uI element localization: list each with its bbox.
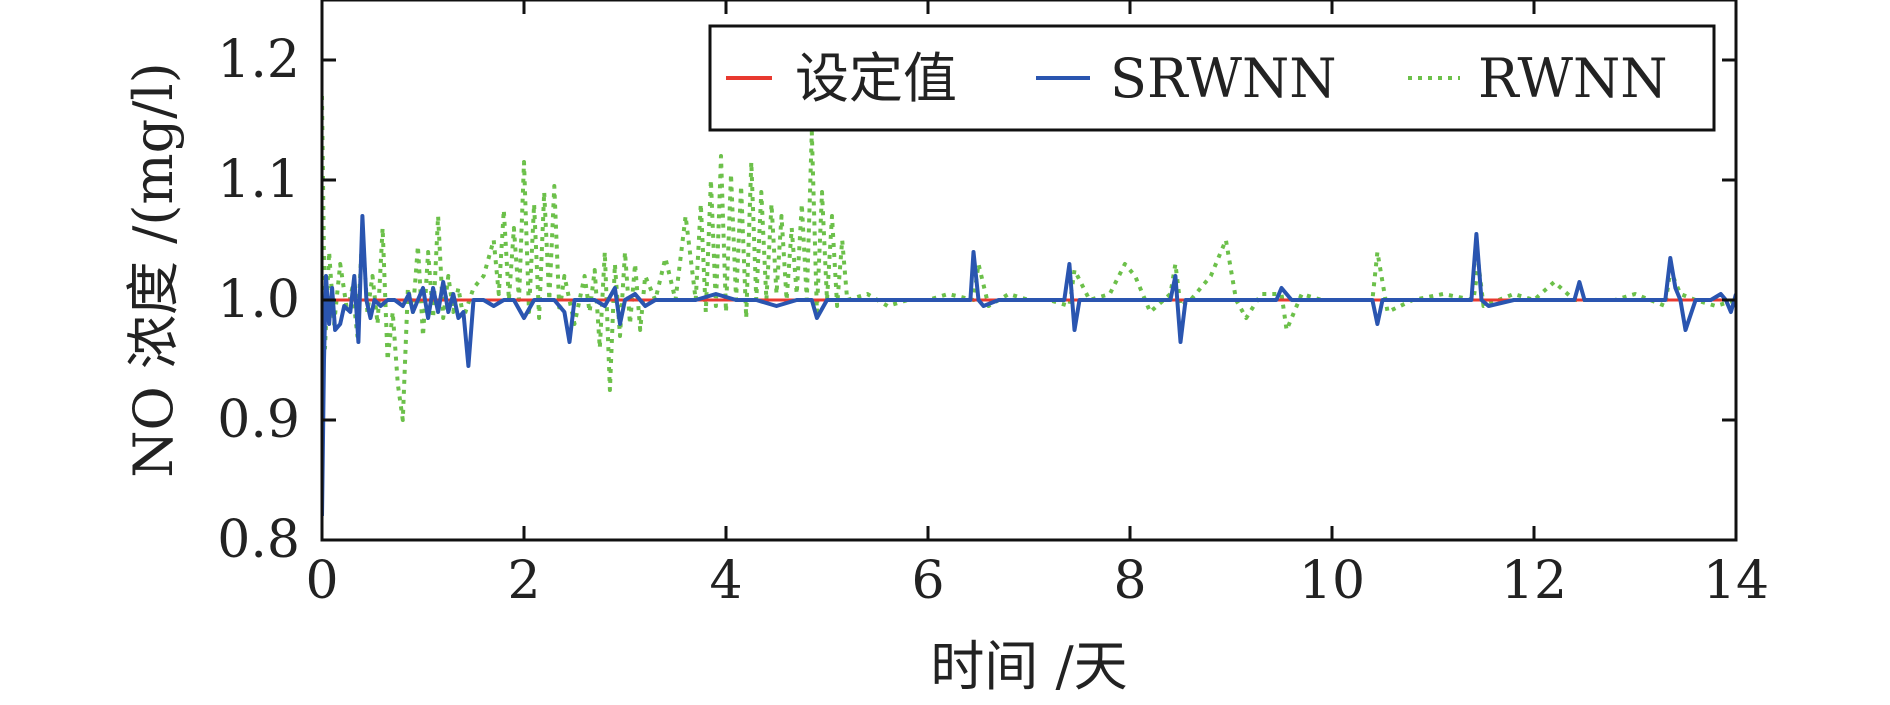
y-tick-label: 1.0 — [217, 270, 300, 330]
x-tick-label: 14 — [1703, 551, 1769, 611]
series-line-2 — [322, 214, 1736, 517]
plot-frame — [320, 0, 1738, 542]
x-tick-label: 12 — [1501, 551, 1567, 611]
y-tick-label: 1.2 — [217, 30, 300, 90]
x-tick-label: 10 — [1299, 551, 1365, 611]
legend: 设定值 SRWNN RWNN — [708, 24, 1716, 132]
series-layer — [322, 95, 1736, 517]
legend-label: SRWNN — [1110, 47, 1336, 110]
x-tick-label: 0 — [305, 551, 338, 611]
y-tick-label: 0.9 — [217, 390, 300, 450]
x-axis-title: 时间 /天 — [930, 635, 1127, 698]
legend-box — [708, 24, 1716, 132]
y-tick-label: 0.8 — [217, 510, 300, 570]
y-axis-title: NO 浓度 /(mg/l) — [122, 62, 185, 477]
axes-layer: 0 2 4 6 8 10 12 14 0.8 0.9 1.0 1.1 1.2 — [217, 0, 1769, 611]
x-tick-label: 4 — [709, 551, 742, 611]
x-tick-label: 8 — [1113, 551, 1146, 611]
legend-label: RWNN — [1478, 47, 1667, 110]
y-tick-label: 1.1 — [217, 150, 300, 210]
legend-label: 设定值 — [795, 47, 957, 110]
x-tick-label: 2 — [507, 551, 540, 611]
x-tick-label: 6 — [911, 551, 944, 611]
